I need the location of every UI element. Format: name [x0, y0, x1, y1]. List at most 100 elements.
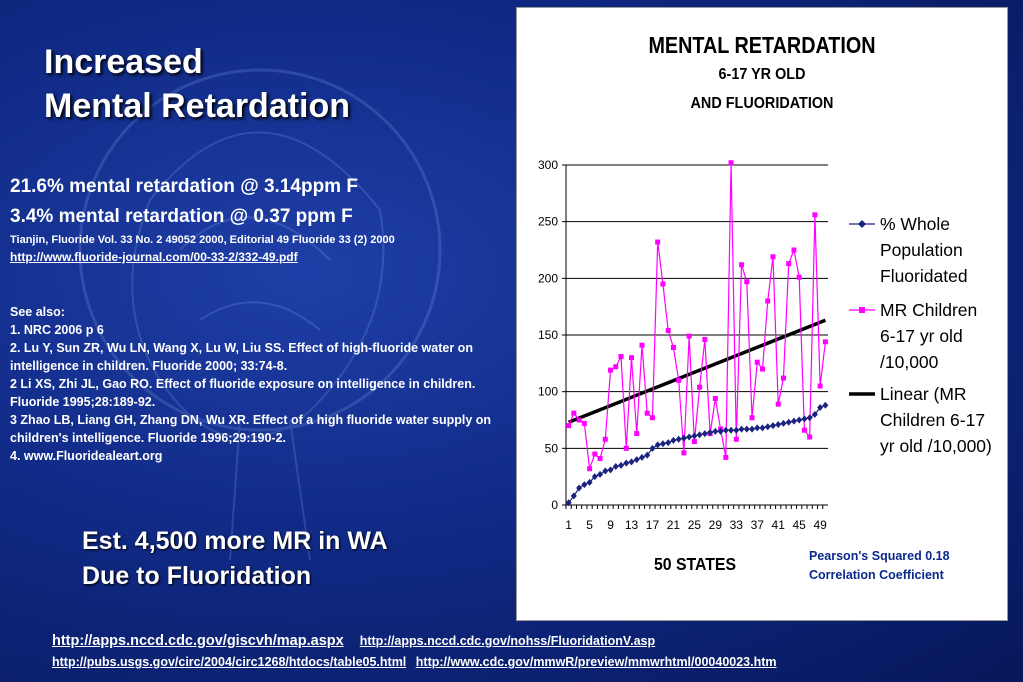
mr-children-point — [780, 375, 786, 381]
mr-children-point — [644, 410, 650, 416]
fluoridated-point — [775, 421, 782, 429]
mr-children-point — [686, 333, 692, 339]
mr-children-point — [744, 279, 750, 285]
y-tick-label: 200 — [538, 271, 558, 285]
mr-children-point — [681, 450, 687, 456]
fluoridated-point — [665, 439, 672, 447]
mr-children-point — [602, 436, 608, 442]
reference-item: 4. www.Fluoridealeart.org — [10, 449, 163, 463]
legend: % Whole Population Fluoridated MR Children 6… — [849, 214, 992, 456]
legend-marker — [858, 220, 866, 228]
footer-link-usgs[interactable]: http://pubs.usgs.gov/circ/2004/circ1268/… — [52, 655, 407, 669]
fluoridated-point — [785, 418, 792, 426]
mr-children-point — [728, 160, 734, 166]
fluoridated-point — [738, 425, 745, 433]
fluoridated-point — [586, 478, 593, 486]
mr-children-point — [576, 417, 582, 423]
chart-title: MENTAL RETARDATION — [648, 32, 876, 58]
mr-children-point — [754, 359, 760, 365]
fluoridated-point — [733, 426, 740, 434]
mr-children-point — [765, 298, 771, 304]
trend-line — [567, 318, 827, 424]
fluoridated-point — [796, 416, 803, 424]
mr-children-point — [702, 337, 708, 343]
estimate-line1: Est. 4,500 more MR in WA — [82, 527, 388, 555]
mr-children-point — [775, 401, 781, 407]
fluoridated-point — [644, 451, 651, 459]
mr-children-point — [733, 436, 739, 442]
y-tick-label: 50 — [545, 441, 559, 455]
estimate-callout: Est. 4,500 more MR in WA Due to Fluorida… — [82, 524, 388, 594]
mr-children-point — [634, 431, 640, 437]
fluoridated-point — [570, 492, 577, 500]
fluoridated-point — [769, 422, 776, 430]
pearson-line2: Correlation Coefficient — [809, 568, 944, 582]
mr-children-point — [571, 410, 577, 416]
fluoridated-point — [576, 484, 583, 492]
fluoridated-point — [759, 424, 766, 432]
mr-children-point — [749, 415, 755, 421]
chart-subtitle-line2: AND FLUORIDATION — [690, 95, 834, 112]
slide-title: Increased Mental Retardation — [44, 40, 350, 128]
fluoridated-point — [707, 428, 714, 436]
fluoridated-point — [675, 435, 682, 443]
fluoridated-point — [712, 427, 719, 435]
fluoridated-point — [628, 458, 635, 466]
fluoridated-point — [686, 433, 693, 441]
legend-item-mr-children: MR Children 6-17 yr old/10,000 — [849, 300, 977, 372]
footer-link-nohss[interactable]: http://apps.nccd.cdc.gov/nohss/Fluoridat… — [359, 634, 656, 648]
x-tick-label: 37 — [751, 518, 765, 532]
fluoridated-point — [801, 415, 808, 423]
chart-subtitle-line1: 6-17 YR OLD — [718, 66, 806, 83]
mr-children-point — [623, 445, 629, 451]
fluoridated-point — [581, 481, 588, 489]
fluoridated-point — [649, 444, 656, 452]
footer-link-giscvh[interactable]: http://apps.nccd.cdc.gov/giscvh/map.aspx — [52, 633, 344, 649]
fluoridated-point — [817, 404, 824, 412]
fluoridated-point — [597, 470, 604, 478]
mr-children-point — [655, 239, 661, 245]
fluoridated-point — [638, 453, 645, 461]
fluoridated-point — [764, 423, 771, 431]
x-axis-title: 50 STATES — [654, 554, 736, 574]
x-tick-label: 5 — [586, 518, 593, 532]
mr-children-point — [812, 212, 818, 218]
legend-item-linear: Linear (MR Children 6-17 yr old /10,000) — [849, 384, 992, 456]
y-tick-label: 250 — [538, 215, 558, 229]
mr-children-point — [786, 261, 792, 267]
legend-item-fluoridated: % Whole Population Fluoridated — [849, 214, 968, 286]
citation-link[interactable]: http://www.fluoride-journal.com/00-33-2/… — [10, 250, 298, 264]
fluoridated-point — [618, 461, 625, 469]
series-layer — [565, 160, 829, 507]
mr-children-point — [597, 456, 603, 462]
reference-item: 3 Zhao LB, Liang GH, Zhang DN, Wu XR. Ef… — [10, 413, 492, 445]
x-axis: 1 5 9 13 17 21 25 29 33 37 41 45 49 — [565, 504, 828, 532]
legend-label: MR Children 6-17 yr old/10,000 — [880, 300, 977, 372]
x-tick-label: 1 — [565, 518, 572, 532]
fluoridated-point — [623, 459, 630, 467]
mr-children-point — [739, 262, 745, 268]
y-axis: 0 50 100 150 200 250 300 — [538, 158, 567, 512]
x-tick-label: 9 — [607, 518, 614, 532]
footer-link-cdc-mmwr[interactable]: http://www.cdc.gov/mmwR/preview/mmwrhtml… — [415, 655, 777, 669]
pearson-line1: Pearson's Squared 0.18 — [809, 549, 950, 563]
x-tick-label: 45 — [793, 518, 807, 532]
mr-children-point — [691, 439, 697, 445]
fluoridated-point — [696, 431, 703, 439]
mr-children-point — [807, 434, 813, 440]
mr-children-point — [629, 355, 634, 361]
mr-children-point — [791, 247, 797, 253]
fluoridated-point — [591, 473, 598, 481]
mr-children-point — [670, 344, 676, 350]
x-tick-label: 29 — [709, 518, 723, 532]
pearson-note: Pearson's Squared 0.18 Correlation Coeff… — [809, 547, 950, 585]
mr-children-point — [796, 274, 802, 280]
fluoridated-point — [680, 434, 687, 442]
mr-children-point — [639, 342, 645, 348]
mr-children-point — [822, 339, 828, 345]
slide-title-line2: Mental Retardation — [44, 87, 351, 125]
x-tick-label: 41 — [772, 518, 786, 532]
fluoridated-point — [602, 467, 609, 475]
reference-item: 2 Li XS, Zhi JL, Gao RO. Effect of fluor… — [10, 377, 476, 409]
y-tick-label: 150 — [538, 328, 558, 342]
